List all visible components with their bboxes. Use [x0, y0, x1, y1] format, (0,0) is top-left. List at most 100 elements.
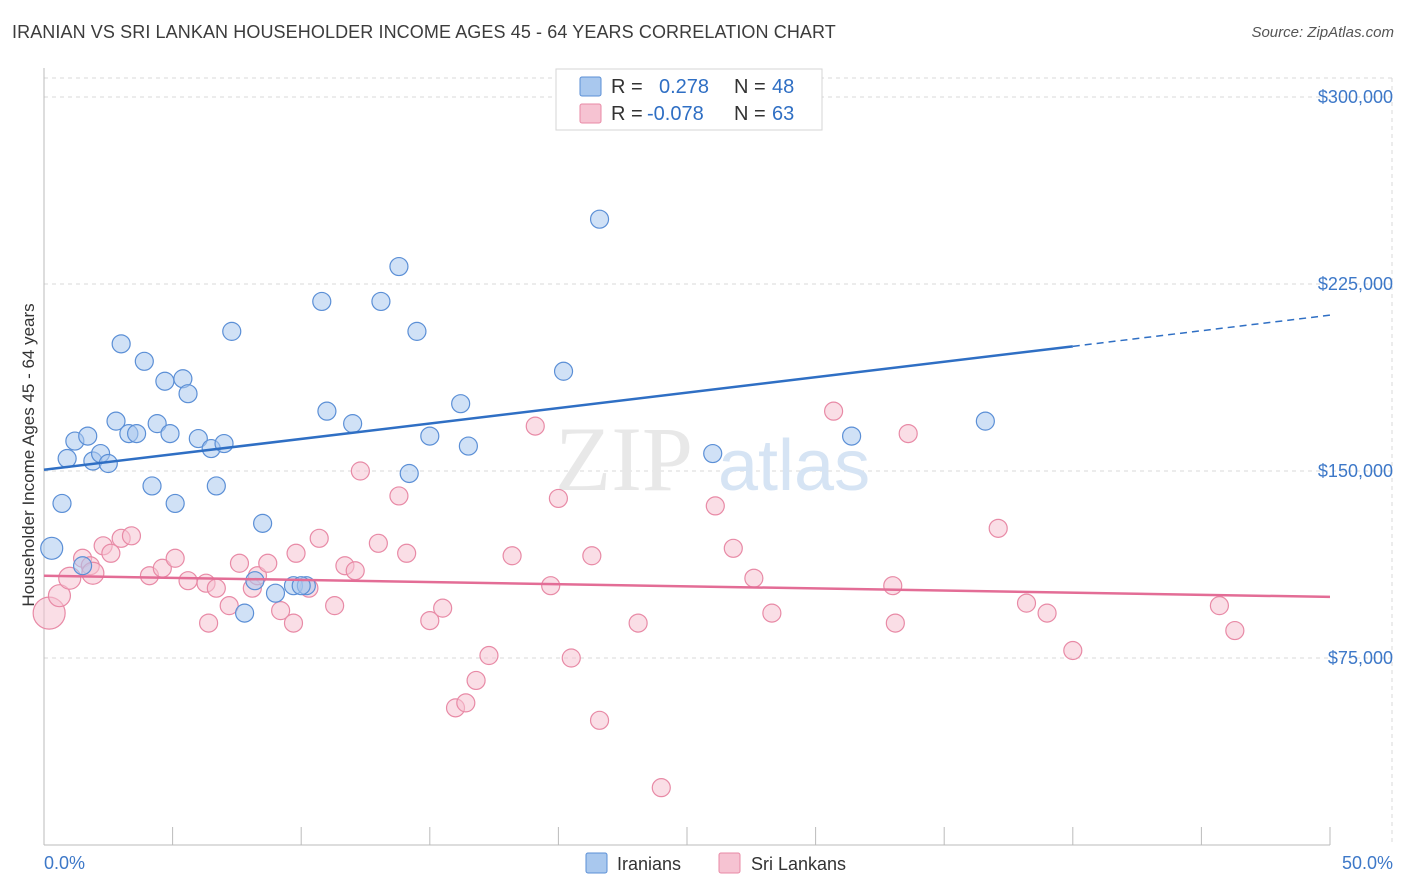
axes: $75,000 $150,000 $225,000 $300,000	[43, 68, 1393, 846]
sri-lankan-point	[561, 648, 581, 668]
sri-lankan-point	[589, 710, 610, 730]
sri-lankan-point	[824, 401, 844, 421]
legend-n-label-iranians: N =	[734, 76, 766, 98]
sri-lankan-point	[1209, 596, 1230, 616]
iranian-point	[371, 291, 391, 312]
sri-lankans-trend-line	[43, 574, 1331, 599]
sri-lankan-point	[1037, 603, 1057, 623]
sri-lankan-point	[744, 568, 764, 588]
sri-lankan-point	[705, 496, 725, 516]
iranian-point	[206, 476, 226, 496]
sri-lankan-point	[345, 561, 365, 581]
iranian-point	[407, 321, 427, 341]
y-tick-label: $225,000	[1318, 274, 1393, 294]
trend-lines	[43, 314, 1331, 599]
iranian-point	[553, 361, 574, 381]
iranian-point	[343, 414, 363, 434]
sri-lankan-point	[420, 610, 440, 631]
sri-lankan-point	[988, 518, 1008, 538]
iranian-point	[235, 603, 255, 623]
legend-box: R = 0.278 N = 48 R = -0.078 N = 63	[555, 68, 823, 131]
sri-lankan-point	[258, 553, 278, 573]
iranian-point	[975, 411, 995, 431]
sri-lankan-point	[883, 576, 903, 596]
sri-lankan-point	[1063, 640, 1083, 661]
sri-lankan-point	[1016, 593, 1037, 613]
iranian-point	[72, 556, 93, 576]
iranian-point	[165, 493, 185, 514]
sri-lankan-point	[456, 693, 476, 713]
sri-lankan-point	[502, 546, 522, 566]
sri-lankan-point	[229, 553, 250, 573]
legend-r-value-iranians: 0.278	[659, 76, 709, 98]
iranian-point	[57, 448, 77, 469]
iranians-trend-extension	[1072, 314, 1331, 348]
sri-lankan-point	[628, 613, 648, 633]
x-tick-label-min: 0.0%	[44, 853, 85, 873]
bottom-legend-swatch-iranians	[585, 852, 608, 874]
bottom-legend-sri-lankans: Sri Lankans	[751, 854, 846, 874]
sri-lankan-point	[368, 533, 388, 553]
iranian-point	[389, 256, 409, 277]
iranian-point	[703, 443, 723, 464]
iranian-point	[160, 424, 180, 444]
legend-n-value-sri-lankans: 63	[772, 103, 794, 125]
bottom-legend-swatch-sri-lankans	[718, 852, 741, 874]
sri-lankan-point	[47, 584, 72, 608]
sri-lankan-point	[466, 670, 486, 691]
iranian-point	[589, 209, 610, 229]
iranian-point	[245, 571, 265, 591]
sri-lankan-point	[898, 424, 918, 444]
sri-lankan-point	[165, 548, 185, 568]
sri-lankan-point	[271, 601, 291, 621]
sri-lankan-point	[58, 566, 82, 590]
legend-n-value-iranians: 48	[772, 76, 794, 98]
sri-lankan-point	[219, 596, 239, 616]
iranian-point	[451, 394, 471, 414]
iranian-point	[458, 436, 478, 456]
sri-lankan-point	[199, 613, 219, 633]
watermark-zip: ZIP	[555, 408, 693, 510]
sri-lankan-point	[206, 578, 226, 598]
sri-lankan-point	[525, 416, 545, 436]
legend-n-label-sri-lankans: N =	[734, 103, 766, 125]
iranian-point	[106, 411, 126, 431]
y-tick-label: $300,000	[1318, 87, 1393, 107]
chart-title: IRANIAN VS SRI LANKAN HOUSEHOLDER INCOME…	[12, 22, 836, 42]
sri-lankan-point	[762, 603, 782, 623]
sri-lankan-point	[101, 543, 121, 563]
y-tick-label: $150,000	[1318, 461, 1393, 481]
legend-r-label-sri-lankans: R =	[611, 103, 643, 125]
sri-lankan-point	[548, 488, 569, 509]
sri-lankan-point	[286, 543, 306, 563]
bottom-legend: Iranians Sri Lankans	[585, 852, 846, 874]
sri-lankan-point	[541, 576, 561, 596]
iranians-points	[40, 209, 995, 623]
sri-lankan-point	[283, 613, 304, 633]
legend-swatch-iranians	[579, 76, 602, 97]
sri-lankan-point	[885, 613, 905, 633]
iranian-point	[147, 414, 167, 434]
legend-r-value-sri-lankans: -0.078	[647, 103, 704, 125]
sri-lankan-point	[433, 598, 453, 618]
iranians-trend-line	[43, 345, 1073, 471]
sri-lankan-point	[325, 596, 345, 616]
sri-lankan-point	[582, 546, 602, 566]
iranian-point	[52, 493, 72, 514]
iranian-point	[265, 583, 286, 603]
sri-lankan-point	[1225, 620, 1245, 641]
sri-lankan-point	[723, 538, 743, 558]
source-label: Source: ZipAtlas.com	[1251, 24, 1394, 41]
iranian-point	[312, 291, 332, 312]
iranian-point	[253, 513, 273, 533]
sri-lankan-point	[389, 486, 409, 506]
iranian-point	[842, 426, 862, 446]
sri-lankan-point	[479, 645, 499, 666]
legend-r-label-iranians: R =	[611, 76, 643, 98]
y-axis-label: Householder Income Ages 45 - 64 years	[19, 303, 38, 606]
iranian-point	[188, 428, 208, 449]
iranian-point	[155, 371, 175, 391]
iranian-point	[399, 463, 419, 484]
sri-lankan-point	[397, 543, 417, 563]
bottom-legend-iranians: Iranians	[617, 854, 681, 874]
